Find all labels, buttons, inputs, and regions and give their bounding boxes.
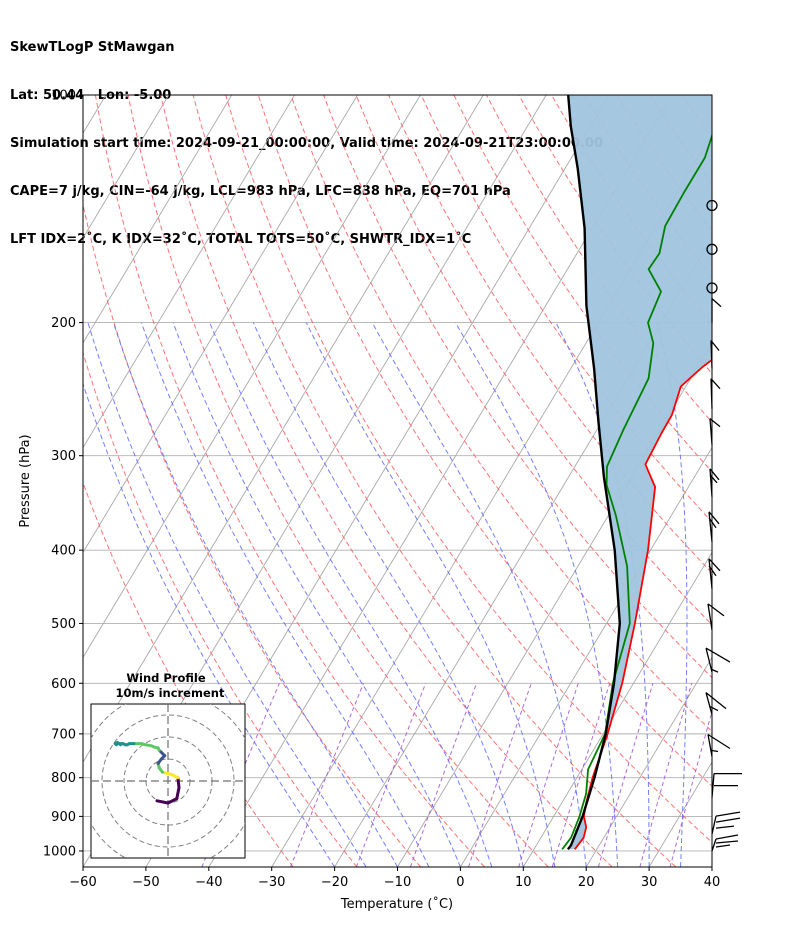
isotherm: [83, 95, 170, 239]
moist-adiabat: [172, 322, 461, 867]
dry-adiabat: [192, 95, 677, 867]
dry-adiabat: [290, 95, 712, 733]
dry-adiabat: [94, 95, 485, 867]
moist-adiabat: [371, 322, 587, 867]
convective-parameters: CAPE=7 j/kg, CIN=-64 j/kg, LCL=983 hPa, …: [10, 184, 511, 199]
x-tick-label: 30: [641, 875, 658, 890]
parcel-profile-line: [566, 95, 621, 851]
chart-title: SkewTLogP StMawgan: [10, 40, 175, 55]
isotherm: [334, 237, 712, 867]
hodograph-title: Wind Profile: [126, 671, 206, 685]
x-tick-label: −40: [195, 875, 222, 890]
dry-adiabat: [83, 481, 294, 867]
hodograph-segment: [175, 786, 181, 801]
hodograph-segment: [166, 797, 179, 805]
dry-adiabat: [355, 95, 712, 626]
dry-adiabat: [323, 95, 712, 679]
x-tick-label: 10: [515, 875, 532, 890]
dry-adiabat: [714, 95, 794, 867]
isotherm: [711, 866, 712, 867]
chart-header: SkewTLogP StMawgan Lat: 50.44 Lon: -5.00…: [10, 8, 603, 264]
hodograph-segment: [161, 770, 173, 776]
x-tick-label: −10: [384, 875, 411, 890]
x-tick-label: −30: [258, 875, 285, 890]
wind-barb: [711, 834, 739, 852]
wind-barb: [705, 647, 731, 673]
moist-adiabat: [209, 322, 493, 867]
cape-shading: [567, 95, 712, 850]
hodograph-subtitle: 10m/s increment: [116, 686, 225, 700]
y-tick-label: 800: [51, 771, 76, 786]
dry-adiabat: [127, 95, 549, 867]
dry-adiabat: [485, 95, 712, 423]
moist-adiabat: [252, 322, 524, 867]
y-tick-label: 1000: [43, 844, 76, 859]
hodograph-ring: [101, 714, 235, 848]
isotherm: [83, 95, 358, 554]
moist-adiabat: [87, 322, 367, 867]
x-tick-label: −50: [132, 875, 159, 890]
moist-adiabat: [454, 322, 619, 867]
x-axis-label: Temperature (˚C): [340, 896, 453, 912]
mixing-ratio-line: [468, 683, 532, 867]
dewpoint-profile-line: [561, 132, 712, 850]
y-tick-label: 900: [51, 810, 76, 825]
x-tick-label: 0: [456, 875, 464, 890]
mixing-ratio-line: [597, 683, 654, 867]
y-tick-label: 300: [51, 449, 76, 464]
isotherm: [83, 95, 295, 449]
dry-adiabat: [83, 351, 358, 867]
isotherm: [83, 95, 233, 344]
x-tick-label: −60: [69, 875, 96, 890]
moist-adiabat: [112, 322, 398, 867]
wind-barb: [711, 811, 741, 835]
isotherm: [460, 446, 712, 867]
dry-adiabat: [160, 95, 613, 867]
wind-barb: [708, 511, 720, 542]
moist-adiabat: [140, 322, 430, 867]
moist-adiabat: [656, 322, 688, 867]
wind-barb: [707, 603, 725, 630]
y-tick-label: 700: [51, 727, 76, 742]
dry-adiabat: [225, 95, 712, 843]
mixing-ratio-line: [639, 683, 693, 867]
stability-indices: LFT IDX=2˚C, K IDX=32˚C, TOTAL TOTS=50˚C…: [10, 232, 472, 247]
dry-adiabat: [83, 202, 422, 867]
isotherm: [83, 95, 484, 764]
mixing-ratio-line: [355, 683, 427, 867]
wind-barb: [705, 692, 727, 715]
dry-adiabat: [747, 95, 794, 867]
y-tick-label: 100: [51, 89, 76, 104]
moist-adiabat: [305, 322, 556, 867]
x-tick-label: 40: [704, 875, 721, 890]
hodograph-segment: [115, 741, 123, 747]
mixing-ratio-line: [290, 683, 364, 867]
y-tick-label: 400: [51, 544, 76, 559]
isotherm: [585, 656, 712, 867]
wind-barb: [711, 298, 722, 323]
hodograph-segment: [176, 776, 181, 790]
wind-barb: [708, 558, 721, 589]
dry-adiabat: [388, 95, 712, 574]
x-tick-label: 20: [578, 875, 595, 890]
y-tick-label: 500: [51, 617, 76, 632]
x-tick-label: −20: [321, 875, 348, 890]
hodograph-segment: [155, 799, 170, 805]
mixing-ratio-line: [669, 709, 712, 867]
y-axis-label: Pressure (hPa): [18, 434, 33, 527]
y-tick-label: 600: [51, 677, 76, 692]
moist-adiabat: [83, 382, 336, 867]
wind-barb: [707, 733, 731, 757]
isotherm: [522, 551, 712, 867]
wind-barb: [709, 468, 720, 497]
isotherm: [83, 95, 421, 659]
mixing-ratio-line: [409, 683, 478, 867]
wind-barb: [711, 772, 742, 798]
y-tick-label: 200: [51, 316, 76, 331]
